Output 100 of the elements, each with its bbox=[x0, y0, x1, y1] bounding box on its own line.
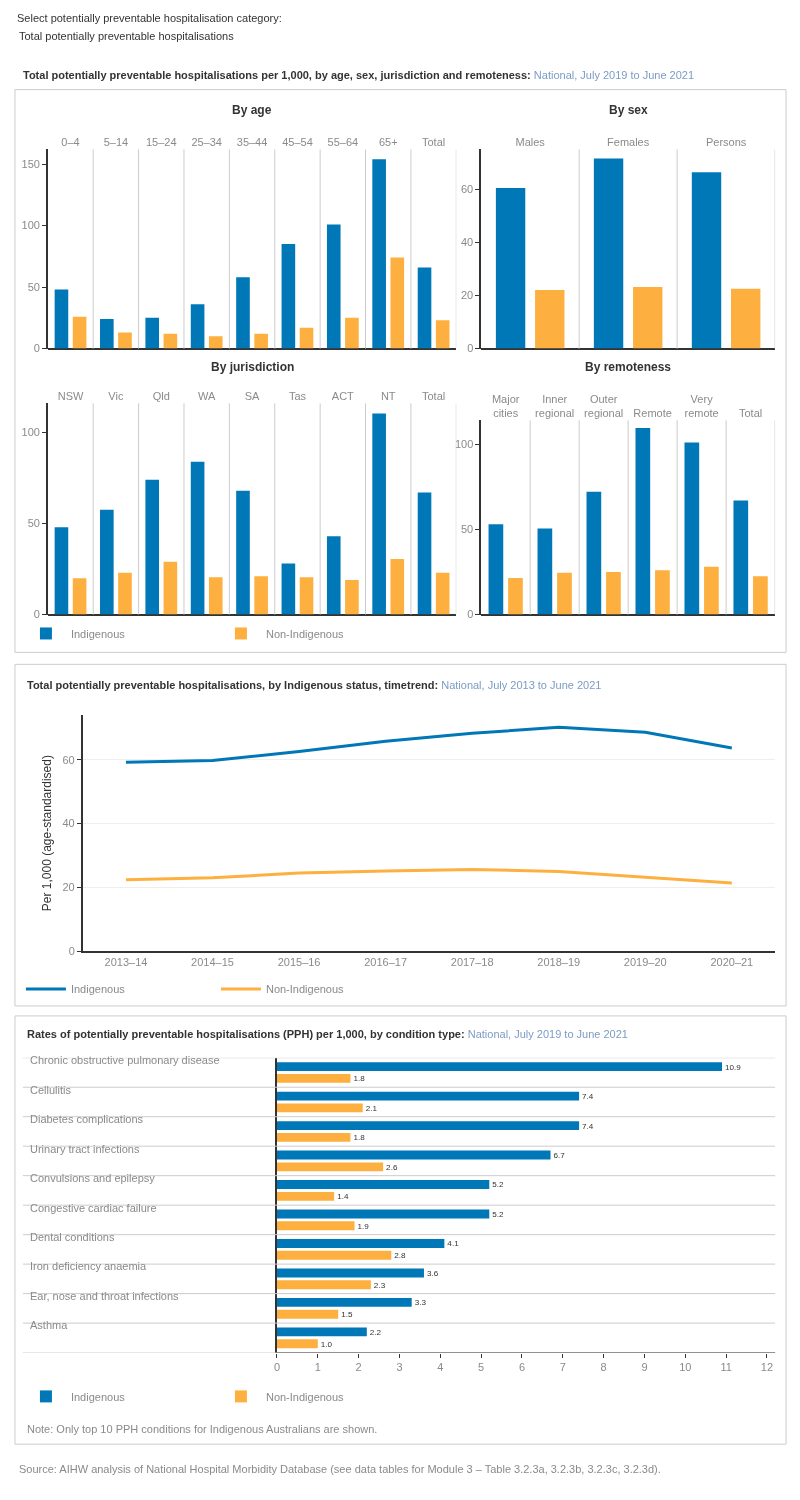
legend-label: Non-Indigenous bbox=[265, 627, 345, 640]
x-tick-label: 2015–16 bbox=[277, 956, 321, 969]
bar bbox=[326, 536, 341, 615]
bar bbox=[276, 1298, 412, 1307]
chart-title: By age bbox=[232, 103, 272, 117]
data-label: 4.1 bbox=[447, 1239, 460, 1249]
bar bbox=[276, 1162, 384, 1172]
bar bbox=[326, 224, 341, 349]
bar bbox=[276, 1180, 490, 1189]
x-tick-label: 2014–15 bbox=[191, 956, 234, 969]
line-series bbox=[124, 868, 734, 885]
bar bbox=[417, 267, 432, 349]
x-tick-label: 5–14 bbox=[103, 136, 129, 149]
bar bbox=[276, 1091, 580, 1101]
x-tick-label: Males bbox=[515, 136, 546, 149]
y-tick-label: 0 bbox=[33, 608, 40, 621]
chart-subtitle: National, July 2013 to June 2021 bbox=[441, 679, 602, 691]
data-label: 5.2 bbox=[492, 1209, 505, 1219]
x-tick-label: Total bbox=[421, 136, 446, 149]
data-label: 6.7 bbox=[553, 1150, 566, 1160]
bar bbox=[488, 524, 504, 615]
bar bbox=[606, 571, 621, 615]
x-tick-label: NSW bbox=[57, 390, 84, 403]
x-tick-label: SA bbox=[244, 390, 261, 403]
bar bbox=[276, 1239, 445, 1248]
bar bbox=[190, 304, 205, 349]
bar bbox=[208, 336, 223, 349]
bar bbox=[276, 1339, 318, 1349]
x-tick-label: 0 bbox=[273, 1360, 281, 1373]
y-tick-label: 0 bbox=[467, 608, 474, 621]
x-tick-label: 2019–20 bbox=[623, 956, 667, 969]
y-tick-label: 50 bbox=[461, 523, 474, 536]
bar bbox=[417, 492, 432, 615]
bar bbox=[276, 1191, 335, 1201]
bar bbox=[276, 1327, 367, 1337]
y-tick-label: Diabetes complications bbox=[30, 1113, 144, 1125]
bar bbox=[254, 333, 268, 349]
x-tick-label: 12 bbox=[760, 1360, 774, 1373]
bar bbox=[236, 490, 250, 615]
y-tick-label: Chronic obstructive pulmonary disease bbox=[30, 1054, 220, 1066]
x-tick-label: 3 bbox=[396, 1360, 403, 1373]
bar bbox=[72, 578, 87, 615]
x-tick-label: Inner regional bbox=[535, 392, 575, 420]
text: Total potentially preventable hospitalisations bbox=[19, 30, 235, 42]
y-tick-label: Congestive cardiac failure bbox=[30, 1202, 157, 1214]
x-tick-label: Remote bbox=[633, 407, 672, 420]
x-tick-label: 0–4 bbox=[61, 136, 80, 149]
x-tick-label: 25–34 bbox=[191, 136, 222, 149]
y-tick-label: Iron deficiency anaemia bbox=[30, 1260, 148, 1272]
bar bbox=[684, 442, 700, 615]
bar bbox=[390, 559, 405, 615]
x-tick-label: Persons bbox=[705, 136, 747, 149]
bar bbox=[276, 1250, 392, 1260]
y-tick-label: 100 bbox=[21, 426, 40, 439]
bar bbox=[163, 333, 178, 349]
x-tick-label: Total bbox=[421, 390, 446, 403]
x-tick-label: 2018–19 bbox=[537, 956, 581, 969]
bar bbox=[586, 491, 602, 615]
bar bbox=[704, 566, 719, 615]
x-tick-label: Very remote bbox=[684, 392, 719, 420]
x-tick-label: 45–54 bbox=[282, 136, 313, 149]
bar bbox=[655, 570, 670, 615]
chart-title: By remoteness bbox=[585, 360, 672, 374]
bar bbox=[276, 1221, 355, 1231]
bar bbox=[54, 527, 69, 615]
text: National, July 2019 to June 2021 bbox=[533, 69, 695, 81]
y-tick-label: 100 bbox=[454, 438, 474, 451]
y-tick-label: 40 bbox=[461, 236, 474, 249]
bar bbox=[733, 500, 749, 615]
chart-title: Rates of potentially preventable hospitalisations (PPH) per 1,000, by condition type: bbox=[27, 1028, 465, 1040]
bar bbox=[635, 427, 651, 615]
y-tick-label: 0 bbox=[467, 342, 474, 355]
x-tick-label: Tas bbox=[288, 390, 307, 403]
bar bbox=[508, 577, 523, 615]
bar bbox=[372, 413, 386, 615]
data-label: 2.8 bbox=[394, 1251, 407, 1261]
x-tick-label: NT bbox=[380, 390, 396, 403]
bar bbox=[100, 509, 114, 615]
bar bbox=[633, 286, 663, 349]
y-tick-label: 60 bbox=[62, 753, 75, 766]
bar bbox=[276, 1280, 371, 1290]
data-label: 3.6 bbox=[426, 1268, 439, 1278]
legend-label: Indigenous bbox=[70, 1390, 126, 1403]
data-label: 2.6 bbox=[386, 1162, 398, 1172]
bar bbox=[118, 332, 132, 349]
y-tick-label: Convulsions and epilepsy bbox=[30, 1172, 156, 1184]
y-tick-label: 40 bbox=[62, 817, 75, 830]
line-series bbox=[124, 725, 734, 764]
x-tick-label: 8 bbox=[600, 1360, 607, 1373]
bar bbox=[731, 288, 761, 349]
x-tick-label: 2 bbox=[355, 1360, 362, 1373]
bar bbox=[72, 316, 87, 349]
x-tick-label: 65+ bbox=[378, 136, 398, 149]
chart-title: By jurisdiction bbox=[211, 360, 295, 374]
x-tick-label: ACT bbox=[331, 390, 355, 403]
legend-label: Non-Indigenous bbox=[265, 983, 345, 996]
bar bbox=[537, 528, 553, 615]
chart-title: By sex bbox=[609, 103, 649, 117]
y-tick-label: 150 bbox=[21, 158, 40, 171]
bar bbox=[276, 1062, 723, 1072]
